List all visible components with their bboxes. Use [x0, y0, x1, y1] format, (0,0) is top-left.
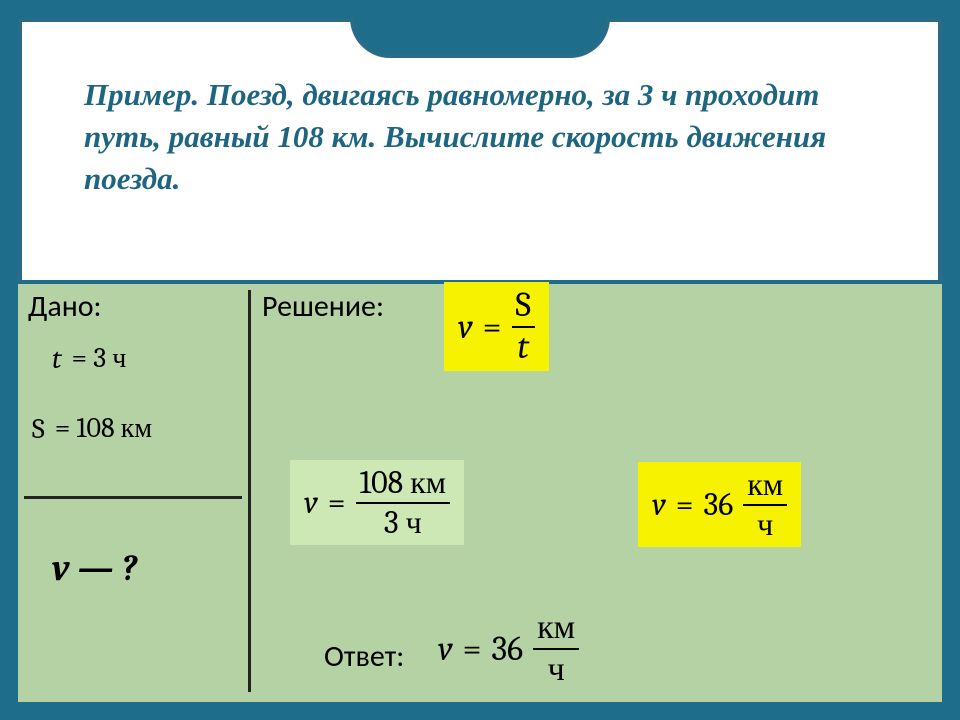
given-time: t = 3 ч [52, 342, 126, 375]
given-distance: S = 108 км [32, 412, 152, 445]
vertical-divider [248, 290, 251, 692]
problem-text: Пример. Поезд, двигаясь равномерно, за 3… [84, 77, 826, 196]
solution-label: Решение: [262, 288, 384, 325]
answer-label: Ответ: [324, 638, 404, 675]
answer-box: v = 36 км ч [438, 610, 579, 687]
problem-statement: Пример. Поезд, двигаясь равномерно, за 3… [84, 74, 884, 200]
formula-box: v = S t [444, 282, 549, 371]
calculation-eq: v = 108 км 3 ч [304, 466, 450, 539]
find-velocity: v — ? [52, 548, 137, 589]
slide-outer: Пример. Поезд, двигаясь равномерно, за 3… [0, 0, 960, 720]
solution-panel: Дано: Решение: t = 3 ч S = 108 км v — ? … [18, 280, 942, 702]
frame-notch [350, 18, 610, 58]
answer-eq: v = 36 км ч [438, 610, 579, 687]
result-box: v = 36 км ч [638, 462, 801, 547]
result-eq: v = 36 км ч [652, 468, 787, 541]
given-column: t = 3 ч S = 108 км v — ? [18, 284, 248, 702]
calculation-box: v = 108 км 3 ч [290, 460, 464, 545]
formula-fraction: S t [512, 288, 535, 365]
slide-frame: Пример. Поезд, двигаясь равномерно, за 3… [18, 18, 942, 702]
formula-eq: v = S t [458, 288, 535, 365]
